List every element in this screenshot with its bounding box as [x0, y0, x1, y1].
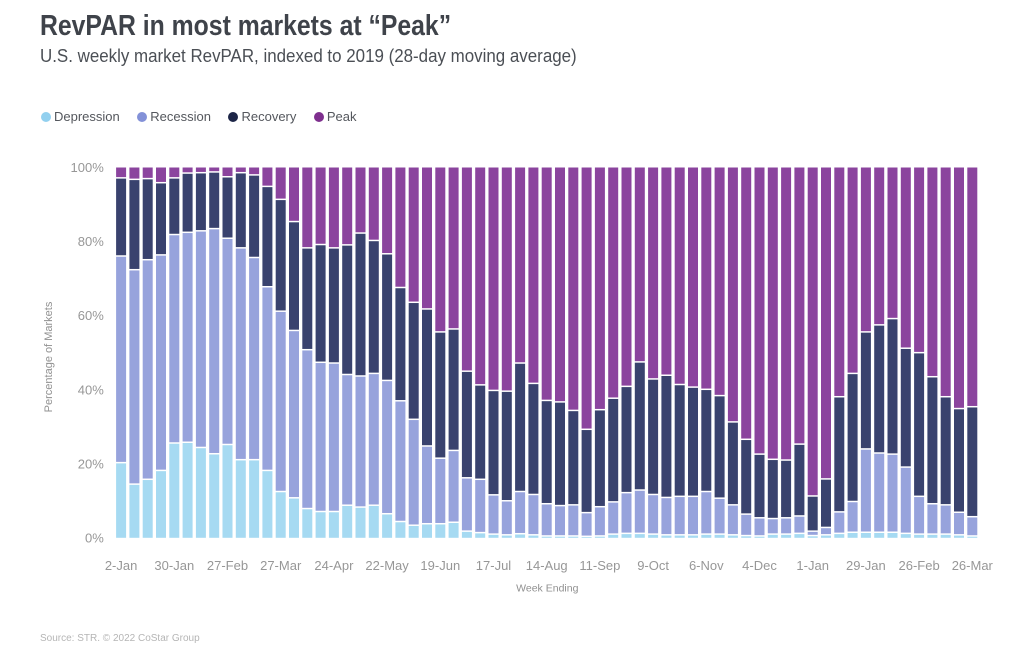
- svg-text:20%: 20%: [78, 456, 104, 471]
- svg-text:27-Mar: 27-Mar: [260, 558, 302, 573]
- svg-text:6-Nov: 6-Nov: [689, 558, 724, 573]
- svg-text:27-Feb: 27-Feb: [207, 558, 248, 573]
- svg-text:Week Ending: Week Ending: [516, 583, 578, 595]
- svg-text:14-Aug: 14-Aug: [526, 558, 568, 573]
- svg-text:100%: 100%: [71, 160, 105, 175]
- svg-text:19-Jun: 19-Jun: [420, 558, 460, 573]
- svg-text:2-Jan: 2-Jan: [105, 558, 138, 573]
- svg-text:26-Mar: 26-Mar: [952, 558, 994, 573]
- svg-text:26-Feb: 26-Feb: [898, 558, 939, 573]
- svg-text:11-Sep: 11-Sep: [579, 558, 620, 573]
- svg-text:80%: 80%: [78, 234, 104, 249]
- svg-text:Percentage of Markets: Percentage of Markets: [43, 301, 55, 412]
- svg-text:60%: 60%: [78, 308, 104, 323]
- svg-text:4-Dec: 4-Dec: [742, 558, 777, 573]
- svg-text:9-Oct: 9-Oct: [637, 558, 669, 573]
- svg-text:1-Jan: 1-Jan: [796, 558, 829, 573]
- svg-text:30-Jan: 30-Jan: [154, 558, 194, 573]
- svg-text:17-Jul: 17-Jul: [476, 558, 512, 573]
- svg-text:29-Jan: 29-Jan: [846, 558, 886, 573]
- svg-text:22-May: 22-May: [365, 558, 409, 573]
- svg-text:0%: 0%: [85, 530, 104, 545]
- svg-text:24-Apr: 24-Apr: [314, 558, 354, 573]
- svg-text:40%: 40%: [78, 382, 104, 397]
